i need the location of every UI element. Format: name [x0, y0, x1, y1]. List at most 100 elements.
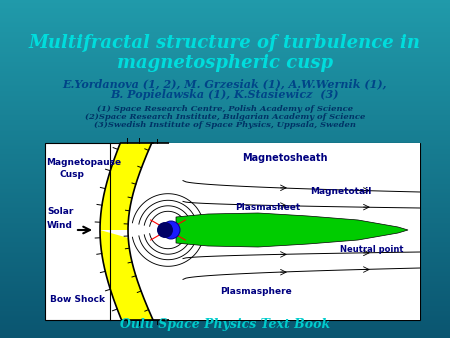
- Bar: [0, 121, 450, 122]
- Bar: [0, 35, 450, 36]
- Bar: [0, 275, 450, 276]
- Text: Magnetotail: Magnetotail: [310, 188, 371, 196]
- Bar: [0, 320, 450, 321]
- Bar: [0, 115, 450, 116]
- Bar: [0, 169, 450, 170]
- Bar: [0, 56, 450, 57]
- Bar: [0, 245, 450, 246]
- Bar: [0, 158, 450, 159]
- Bar: [0, 37, 450, 38]
- Bar: [0, 287, 450, 288]
- Text: Bow Shock: Bow Shock: [50, 295, 105, 305]
- Bar: [0, 131, 450, 132]
- Bar: [0, 38, 450, 39]
- Bar: [0, 217, 450, 218]
- Bar: [0, 178, 450, 179]
- Bar: [0, 260, 450, 261]
- Bar: [0, 168, 450, 169]
- Bar: [0, 50, 450, 51]
- Bar: [0, 28, 450, 29]
- Bar: [0, 183, 450, 184]
- Bar: [0, 32, 450, 33]
- Bar: [0, 86, 450, 87]
- Text: (3)Swedish Institute of Space Physics, Uppsala, Sweden: (3)Swedish Institute of Space Physics, U…: [94, 121, 356, 129]
- Bar: [0, 288, 450, 289]
- Bar: [0, 211, 450, 212]
- Bar: [0, 282, 450, 283]
- Bar: [0, 39, 450, 40]
- Bar: [0, 223, 450, 224]
- Bar: [0, 334, 450, 335]
- Bar: [0, 106, 450, 107]
- Bar: [0, 237, 450, 238]
- Bar: [0, 170, 450, 171]
- Bar: [0, 138, 450, 139]
- Circle shape: [157, 222, 173, 238]
- Bar: [0, 3, 450, 4]
- Bar: [0, 179, 450, 180]
- Bar: [0, 13, 450, 14]
- Bar: [0, 152, 450, 153]
- Bar: [0, 258, 450, 259]
- Bar: [0, 136, 450, 137]
- Bar: [0, 283, 450, 284]
- Bar: [0, 57, 450, 58]
- Bar: [0, 109, 450, 110]
- Bar: [0, 216, 450, 217]
- Bar: [0, 228, 450, 229]
- Bar: [0, 9, 450, 10]
- Bar: [0, 101, 450, 102]
- Bar: [0, 87, 450, 88]
- Bar: [0, 174, 450, 175]
- Bar: [0, 250, 450, 251]
- Bar: [45, 143, 420, 320]
- Bar: [0, 190, 450, 191]
- Text: Plasmasheet: Plasmasheet: [235, 203, 300, 213]
- Bar: [0, 85, 450, 86]
- Bar: [0, 155, 450, 156]
- Bar: [0, 129, 450, 130]
- Bar: [0, 149, 450, 150]
- Bar: [0, 259, 450, 260]
- Bar: [0, 89, 450, 90]
- Bar: [0, 100, 450, 101]
- Bar: [0, 201, 450, 202]
- Bar: [0, 14, 450, 15]
- Bar: [0, 229, 450, 230]
- Text: Oulu Space Physics Text Book: Oulu Space Physics Text Book: [120, 318, 330, 331]
- Text: magnetospheric cusp: magnetospheric cusp: [117, 54, 333, 72]
- Bar: [0, 295, 450, 296]
- Bar: [0, 43, 450, 44]
- Text: Magnetopause: Magnetopause: [46, 158, 121, 167]
- Text: Multifractal structure of turbulence in: Multifractal structure of turbulence in: [29, 34, 421, 52]
- Bar: [0, 84, 450, 85]
- Bar: [0, 181, 450, 182]
- Bar: [0, 103, 450, 104]
- Bar: [0, 60, 450, 61]
- Bar: [0, 40, 450, 41]
- Bar: [0, 151, 450, 152]
- Bar: [0, 176, 450, 177]
- Bar: [0, 290, 450, 291]
- Bar: [0, 331, 450, 332]
- Bar: [0, 330, 450, 331]
- Bar: [0, 175, 450, 176]
- Bar: [0, 188, 450, 189]
- Bar: [0, 62, 450, 63]
- Bar: [0, 249, 450, 250]
- Bar: [0, 172, 450, 173]
- Bar: [0, 269, 450, 270]
- Bar: [0, 88, 450, 89]
- Bar: [0, 230, 450, 231]
- Bar: [0, 303, 450, 304]
- Bar: [0, 285, 450, 286]
- Bar: [0, 333, 450, 334]
- Bar: [0, 26, 450, 27]
- Bar: [0, 126, 450, 127]
- Bar: [0, 144, 450, 145]
- Text: Cusp: Cusp: [60, 170, 85, 179]
- Bar: [0, 212, 450, 213]
- Bar: [0, 137, 450, 138]
- Bar: [0, 45, 450, 46]
- Polygon shape: [100, 230, 420, 320]
